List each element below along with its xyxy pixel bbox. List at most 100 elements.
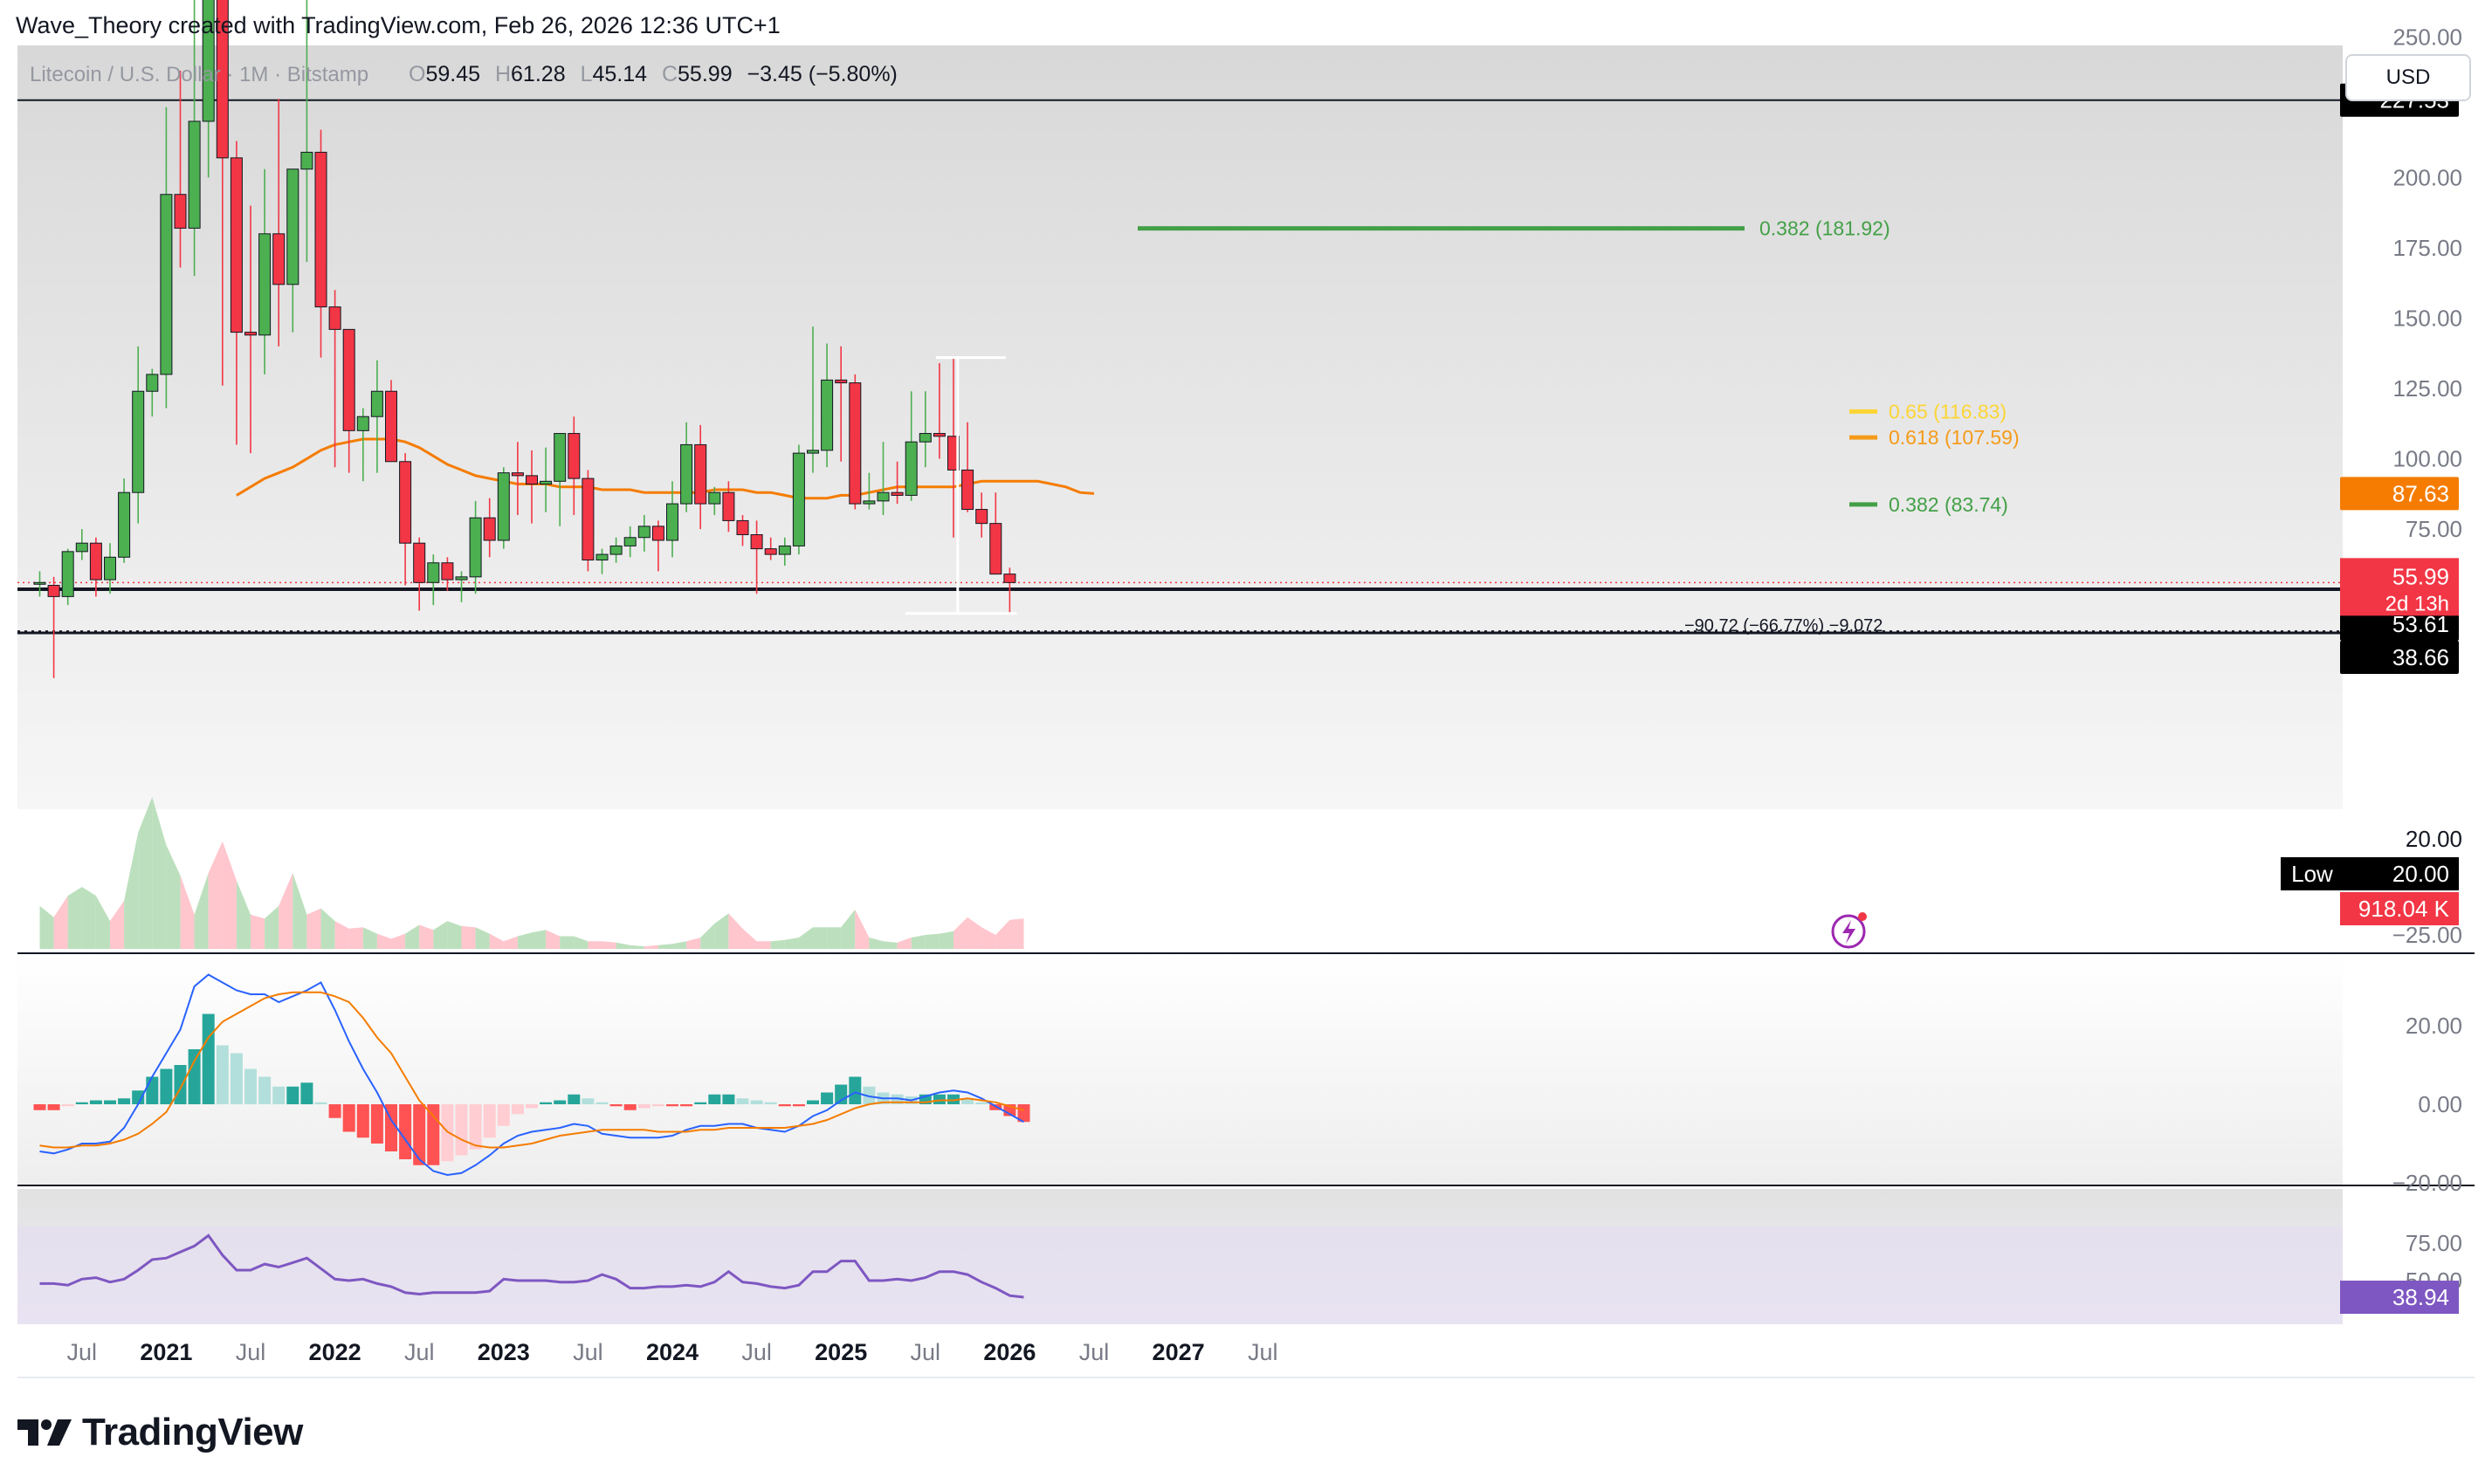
volume-area-segment xyxy=(447,921,462,949)
macd-histogram-bar xyxy=(651,1104,664,1107)
candle-body xyxy=(104,556,116,581)
alert-icon[interactable] xyxy=(1831,912,1867,949)
time-tick-label: Jul xyxy=(1248,1339,1278,1365)
candle-body xyxy=(807,450,819,454)
price-tick-label: 175.00 xyxy=(2392,235,2462,261)
rsi-tick-label: 75.00 xyxy=(2406,1230,2462,1256)
time-tick-label: Jul xyxy=(236,1339,266,1365)
macd-histogram-bar xyxy=(174,1065,187,1104)
macd-histogram-bar xyxy=(286,1086,299,1104)
macd-histogram-bar xyxy=(413,1104,426,1165)
candle-body xyxy=(511,472,524,477)
candle-body xyxy=(33,581,46,585)
time-tick-label: 2024 xyxy=(646,1339,699,1365)
price-pane-background xyxy=(17,45,2343,809)
candle-body xyxy=(540,480,553,485)
volume-area-segment xyxy=(391,933,406,949)
macd-histogram-bar xyxy=(160,1068,173,1104)
candle-body xyxy=(455,576,468,581)
time-tick-label: 2023 xyxy=(478,1339,530,1365)
volume-area-segment xyxy=(503,936,518,949)
volume-last-value: 918.04 K xyxy=(2358,896,2450,922)
volume-area-segment xyxy=(208,841,223,949)
candle-body xyxy=(328,306,341,330)
macd-layer xyxy=(33,973,1030,1177)
price-tick-label: 150.00 xyxy=(2392,305,2462,331)
candle-body xyxy=(821,379,834,451)
candle-body xyxy=(370,390,383,417)
candle-body xyxy=(272,233,286,285)
currency-selector[interactable]: USD xyxy=(2345,54,2471,101)
candle-body xyxy=(230,157,243,333)
moving-average-line xyxy=(236,437,1095,500)
candle-body xyxy=(1003,574,1016,583)
volume-area-segment xyxy=(39,905,54,949)
candle-body xyxy=(441,562,454,581)
time-tick-label: Jul xyxy=(404,1339,435,1365)
candle-body xyxy=(736,519,749,536)
macd-histogram-bar xyxy=(132,1090,145,1104)
macd-histogram-bar xyxy=(370,1104,383,1144)
macd-histogram-bar xyxy=(104,1100,116,1104)
time-tick-label: 2026 xyxy=(983,1339,1036,1365)
macd-histogram-bar xyxy=(961,1098,974,1104)
volume-area-segment xyxy=(827,927,842,949)
volume-area-segment xyxy=(405,924,420,949)
candle-body xyxy=(300,151,313,170)
time-tick-label: Jul xyxy=(911,1339,941,1365)
volume-area-segment xyxy=(293,873,307,949)
time-tick-label: 2025 xyxy=(815,1339,867,1365)
macd-histogram-bar xyxy=(933,1094,946,1104)
volume-area-segment xyxy=(700,924,715,949)
time-tick-label: 2027 xyxy=(1153,1339,1205,1365)
rsi-last-bg xyxy=(2340,1281,2459,1315)
candle-body xyxy=(595,553,609,561)
candle-body xyxy=(989,523,1002,575)
ma-price-badge: 87.63 xyxy=(2392,480,2449,506)
candle-body xyxy=(778,545,791,555)
candle-body xyxy=(314,151,327,308)
candle-body xyxy=(146,374,159,392)
price-tick-label: 200.00 xyxy=(2392,164,2462,190)
volume-area-segment xyxy=(180,875,195,949)
volume-area-segment xyxy=(813,927,828,949)
attribution-text: Wave_Theory created with TradingView.com… xyxy=(16,12,781,38)
candle-body xyxy=(526,475,538,485)
macd-histogram-bar xyxy=(919,1094,932,1104)
last-price-badge-bg xyxy=(2340,558,2459,616)
volume-area-segment xyxy=(616,942,630,949)
ohlc-close-key: C xyxy=(662,62,678,86)
macd-histogram-bar xyxy=(314,1102,327,1104)
macd-histogram-bar xyxy=(891,1094,904,1104)
macd-histogram-bar xyxy=(863,1086,876,1104)
time-tick-label: Jul xyxy=(741,1339,772,1365)
volume-area-segment xyxy=(855,910,870,949)
candle-body xyxy=(919,433,932,443)
volume-area-segment xyxy=(770,939,785,949)
candle-body xyxy=(427,562,440,583)
ma-price-badge-bg xyxy=(2340,477,2459,511)
ohlc-high-value: 61.28 xyxy=(511,62,566,86)
fibonacci-layer: 0.65 (281.61)0.618 (269.70)0.382 (181.92… xyxy=(1138,217,2020,516)
candle-body xyxy=(764,548,777,555)
candle-body xyxy=(722,491,735,521)
volume-area-segment xyxy=(166,845,181,949)
volume-area-segment xyxy=(784,938,799,949)
volume-area-segment xyxy=(869,938,884,949)
volume-area-segment xyxy=(320,908,335,949)
macd-histogram-bar xyxy=(89,1100,102,1104)
candle-body xyxy=(554,433,567,482)
volume-area-segment xyxy=(53,896,68,949)
volume-area-segment xyxy=(306,908,321,949)
low-label: Low xyxy=(2291,861,2333,887)
volume-area-segment xyxy=(152,797,167,949)
macd-line xyxy=(39,973,1024,1177)
candle-body xyxy=(413,542,426,583)
candle-body xyxy=(258,233,272,336)
volume-area-segment xyxy=(841,910,856,949)
moving-average-layer xyxy=(236,437,1095,500)
candle-body xyxy=(666,503,678,541)
macd-histogram-bar xyxy=(708,1094,721,1104)
level-badge-bg xyxy=(2340,640,2459,674)
